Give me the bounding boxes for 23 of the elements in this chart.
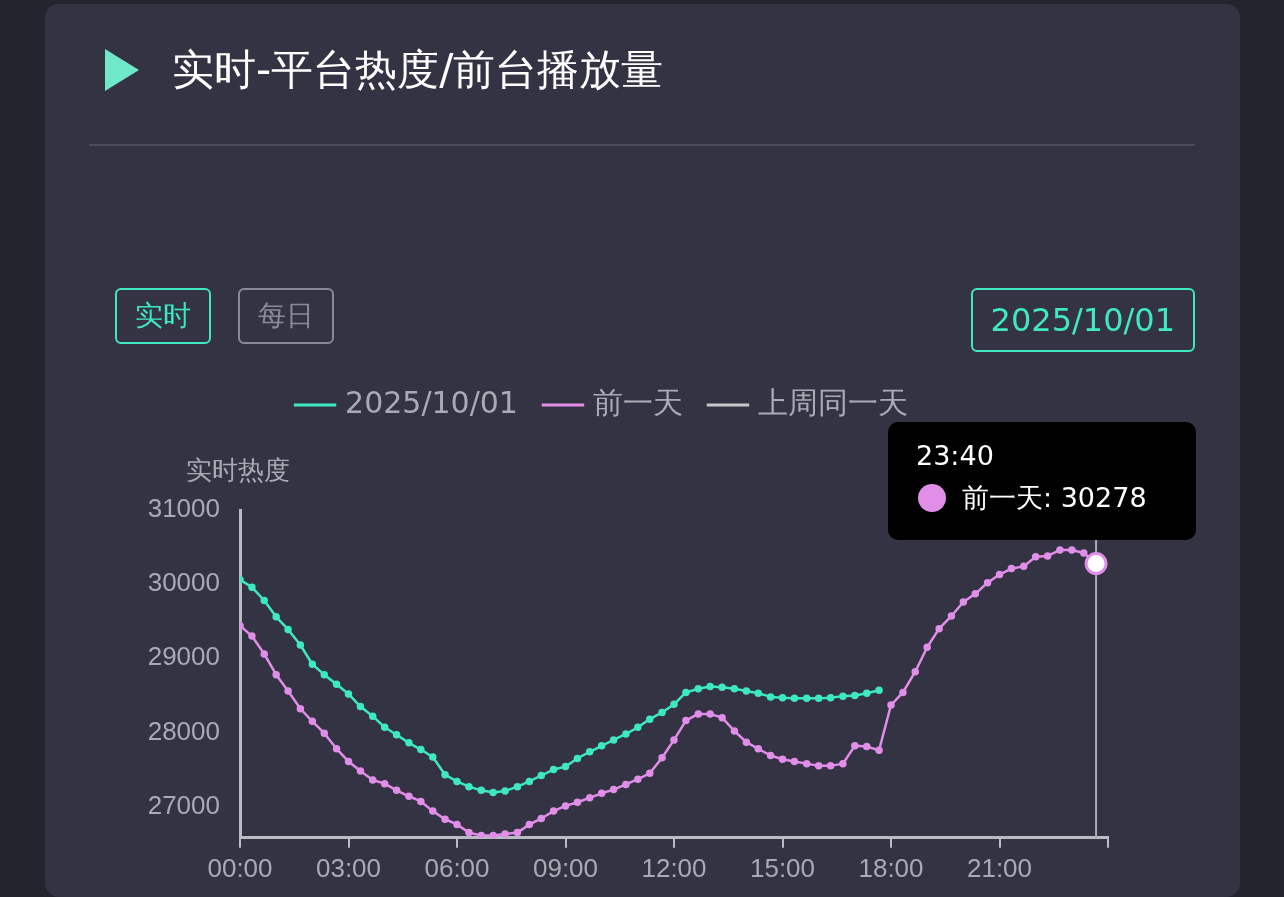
y-tick-label: 30000 (147, 567, 220, 598)
y-axis-title: 实时热度 (186, 454, 290, 485)
x-tick-label: 15:00 (749, 852, 816, 883)
y-tick-label: 31000 (147, 493, 220, 524)
y-tick-label: 27000 (147, 789, 220, 820)
y-tick-label: 29000 (147, 641, 220, 672)
chart-title: 实时-平台热度/前台播放量 (172, 44, 664, 96)
text: 2025/10/01 (970, 288, 1195, 352)
x-tick-label: 21:00 (966, 852, 1033, 883)
legend-label: 前一天 (592, 384, 683, 420)
annotation: 前一天: 30278 (962, 481, 1147, 515)
legend-label: 上周同一天 (757, 384, 908, 420)
x-tick-label: 03:00 (315, 852, 382, 883)
x-tick-label: 00:00 (207, 852, 273, 883)
x-tick-label: 09:00 (532, 852, 599, 883)
text: 23:40 (916, 440, 994, 471)
legend-label: 2025/10/01 (345, 384, 518, 420)
y-tick-label: 28000 (147, 715, 220, 746)
text: 每日 (238, 288, 334, 344)
x-tick-label: 06:00 (424, 852, 490, 883)
text: 实时 (115, 288, 211, 344)
x-tick-label: 18:00 (858, 852, 924, 883)
x-tick-label: 12:00 (641, 852, 707, 883)
